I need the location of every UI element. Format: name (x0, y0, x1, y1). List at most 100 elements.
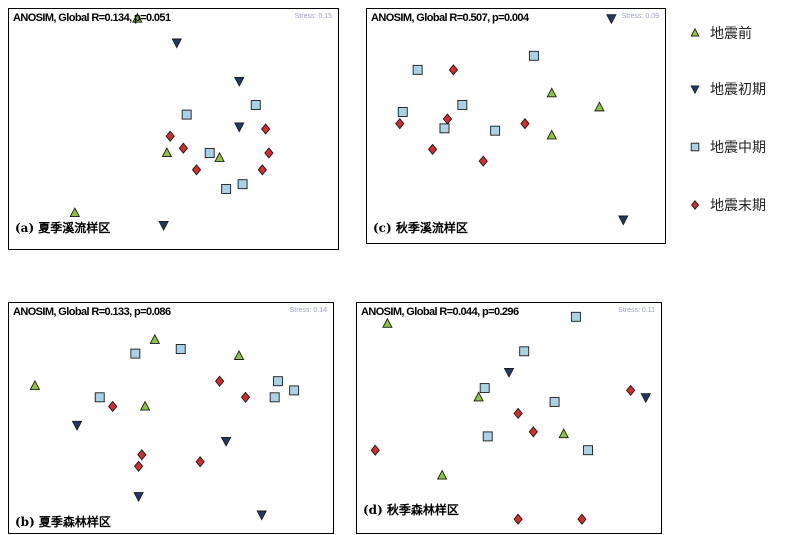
triangle-up-icon (690, 27, 700, 37)
point-middle-2 (457, 99, 468, 110)
point-late-0 (448, 64, 459, 76)
point-late-0 (214, 375, 225, 387)
point-late-1 (178, 142, 189, 154)
legend: 地震前 地震初期 地震中期 地震末期 (688, 22, 794, 242)
legend-marker-before (690, 27, 700, 37)
panel-b-label: (b) 夏季森林样区 (15, 515, 111, 529)
point-late-4 (478, 155, 488, 167)
point-late-2 (625, 384, 636, 397)
panel-c-stress: Stress: 0.09 (621, 13, 659, 20)
point-before-2 (546, 129, 558, 140)
panel-b-stress: Stress: 0.14 (289, 307, 327, 314)
point-before-0 (546, 87, 558, 98)
point-early-1 (220, 436, 232, 447)
panel-d-title: ANOSIM, Global R=0.044, p=0.296 (361, 306, 519, 318)
point-early-0 (503, 367, 515, 378)
point-early-1 (618, 215, 629, 226)
point-late-3 (137, 449, 147, 461)
point-late-5 (257, 164, 267, 176)
legend-label-late: 地震末期 (710, 198, 766, 214)
panel-c-title: ANOSIM, Global R=0.507, p=0.004 (371, 12, 529, 24)
point-middle-4 (269, 392, 280, 403)
point-late-2 (191, 164, 202, 176)
point-middle-2 (272, 376, 283, 387)
panel-d: ANOSIM, Global R=0.044, p=0.296 Stress: … (356, 302, 662, 534)
panel-b: ANOSIM, Global R=0.133, p=0.086 Stress: … (8, 302, 334, 534)
point-early-2 (234, 122, 245, 133)
point-middle-0 (181, 109, 192, 120)
point-late-0 (165, 130, 175, 142)
point-before-2 (29, 379, 41, 390)
legend-marker-early (690, 85, 700, 95)
point-late-5 (577, 513, 587, 525)
point-before-3 (436, 469, 448, 480)
point-middle-1 (175, 344, 186, 354)
point-early-1 (234, 76, 245, 87)
point-middle-3 (221, 184, 232, 194)
point-middle-3 (289, 385, 300, 396)
point-middle-3 (549, 396, 560, 407)
point-early-0 (606, 14, 617, 25)
scatter-plot-a (69, 12, 274, 231)
point-middle-0 (412, 64, 423, 75)
point-late-3 (427, 143, 438, 156)
point-middle-0 (130, 348, 141, 359)
panel-a-label: (a) 夏季溪流样区 (15, 221, 111, 235)
point-early-1 (640, 393, 652, 404)
scatter-plot-c (395, 14, 629, 226)
legend-marker-late (690, 200, 700, 210)
point-middle-0 (570, 311, 581, 322)
legend-label-middle: 地震中期 (710, 140, 766, 156)
legend-marker-middle (690, 142, 700, 152)
point-middle-1 (397, 107, 408, 117)
point-early-3 (158, 220, 169, 231)
legend-item-early: 地震初期 (688, 78, 766, 100)
point-middle-2 (479, 383, 490, 394)
square-icon (690, 142, 700, 152)
point-late-5 (520, 117, 530, 130)
point-late-3 (370, 444, 380, 456)
panel-b-title: ANOSIM, Global R=0.133, p=0.086 (13, 306, 171, 318)
point-late-1 (240, 391, 251, 403)
panel-c-label: (c) 秋季溪流样区 (373, 221, 468, 235)
point-middle-5 (94, 392, 105, 403)
point-before-1 (161, 147, 173, 158)
point-middle-4 (237, 179, 248, 190)
point-early-0 (71, 420, 83, 431)
legend-item-late: 地震末期 (688, 194, 766, 216)
point-late-3 (260, 123, 271, 135)
panel-a-stress: Stress: 0.15 (294, 13, 332, 20)
triangle-down-icon (690, 85, 700, 95)
panel-d-stress: Stress: 0.11 (618, 307, 655, 314)
point-before-1 (233, 349, 245, 360)
legend-item-before: 地震前 (688, 22, 752, 44)
point-late-1 (442, 113, 453, 125)
point-late-1 (528, 426, 538, 438)
point-before-2 (214, 151, 225, 162)
point-before-0 (132, 12, 143, 23)
point-middle-4 (439, 123, 450, 134)
point-late-2 (108, 400, 118, 413)
point-middle-1 (519, 346, 530, 357)
point-before-3 (69, 207, 81, 218)
point-before-1 (473, 391, 484, 402)
point-late-4 (513, 513, 523, 525)
point-early-0 (171, 38, 183, 49)
point-middle-4 (482, 431, 493, 442)
panel-d-label: (d) 秋季森林样区 (363, 503, 459, 517)
legend-item-middle: 地震中期 (688, 136, 766, 158)
legend-label-early: 地震初期 (710, 82, 766, 98)
point-middle-5 (490, 125, 501, 136)
diamond-icon (690, 200, 700, 210)
point-late-0 (513, 407, 523, 420)
point-early-3 (256, 510, 267, 521)
point-middle-1 (250, 100, 261, 110)
point-middle-5 (583, 445, 593, 456)
point-late-4 (264, 147, 274, 159)
scatter-plot-d (370, 311, 652, 525)
point-late-4 (133, 460, 144, 472)
legend-label-before: 地震前 (710, 26, 752, 42)
point-early-2 (133, 492, 144, 503)
point-before-0 (149, 333, 161, 344)
point-middle-3 (528, 50, 539, 61)
